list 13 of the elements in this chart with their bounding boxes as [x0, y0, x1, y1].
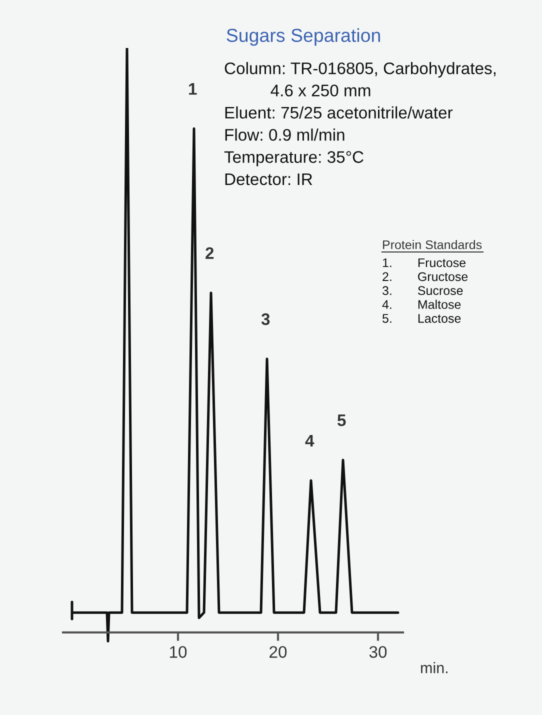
annotation: Column: TR-016805, Carbohydrates, 4.6 x 250 mm Eluent: 75/25 acetonitrile/water Flow: 0.9 ml/min Temperature: 35°C Detector: IR — [224, 62, 496, 186]
x-tick-label: 20 — [270, 646, 287, 658]
x-axis-title: min. — [421, 662, 448, 674]
annotation: 5 — [337, 414, 346, 426]
annotation: 1 — [189, 83, 197, 95]
annotation: 2 — [206, 247, 214, 259]
x-tick-label: 10 — [170, 646, 187, 658]
chart-title: Sugars Separation — [226, 28, 380, 46]
annotation: 4 — [305, 435, 314, 446]
annotation: 1. Fructose 2. Gructose 3. Sucrose 4. Maltose 5. Lactose — [382, 258, 468, 323]
annotation: Protein Standards — [383, 240, 482, 250]
annotation: 3 — [261, 313, 270, 326]
x-tick-label: 30 — [369, 646, 387, 658]
